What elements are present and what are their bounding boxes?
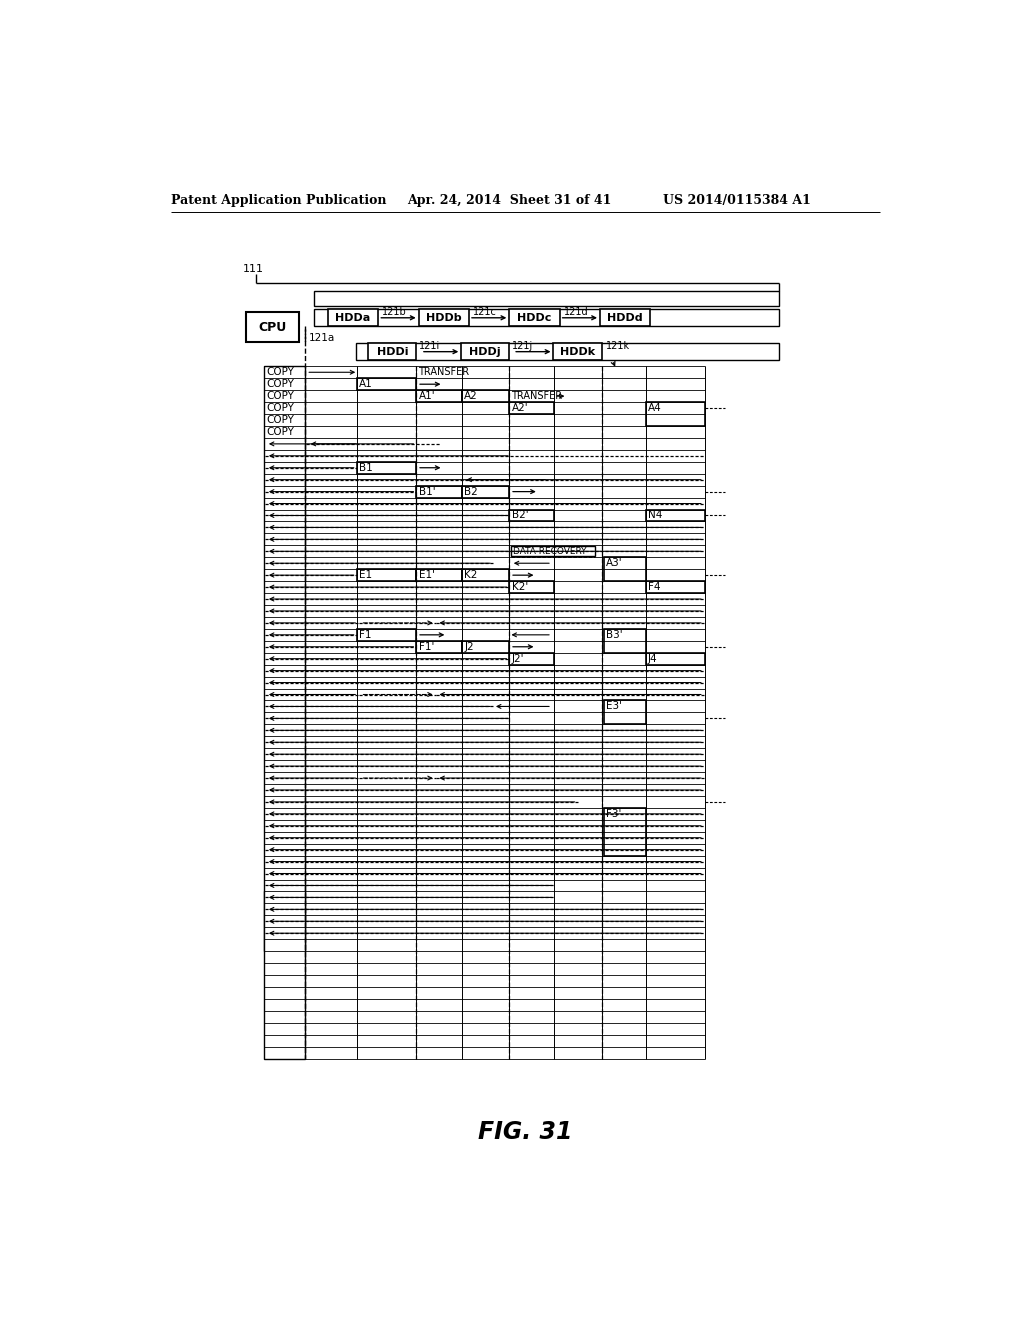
Bar — [462, 569, 509, 581]
Text: B2': B2' — [512, 511, 528, 520]
Bar — [417, 391, 462, 403]
Bar — [462, 391, 509, 403]
Text: N4: N4 — [648, 511, 663, 520]
Bar — [419, 309, 469, 326]
Bar — [509, 403, 554, 414]
Bar — [356, 343, 779, 360]
Text: E1: E1 — [359, 570, 372, 581]
Bar — [263, 891, 305, 952]
Text: F4: F4 — [648, 582, 660, 593]
Bar — [314, 290, 779, 306]
Bar — [356, 462, 417, 474]
Text: COPY: COPY — [266, 391, 294, 401]
Bar — [604, 557, 646, 581]
Bar — [604, 701, 646, 725]
Text: K2: K2 — [464, 570, 478, 581]
Bar — [328, 309, 378, 326]
Bar — [246, 313, 299, 342]
Bar — [509, 653, 554, 665]
Bar — [646, 403, 706, 426]
Text: A2: A2 — [464, 391, 478, 401]
Text: A4: A4 — [648, 403, 662, 413]
Bar — [314, 309, 779, 326]
Bar — [509, 581, 554, 593]
Text: E1': E1' — [419, 570, 434, 581]
Bar — [646, 653, 706, 665]
Bar — [646, 581, 706, 593]
Bar — [600, 309, 650, 326]
Text: B2: B2 — [464, 487, 478, 496]
Bar — [417, 640, 462, 653]
Bar — [511, 546, 595, 557]
Bar — [604, 628, 646, 653]
Bar — [356, 628, 417, 640]
Text: 121d: 121d — [563, 306, 588, 317]
Text: COPY: COPY — [266, 367, 294, 378]
Bar — [417, 486, 462, 498]
Text: B3': B3' — [606, 630, 623, 640]
Text: COPY: COPY — [266, 403, 294, 413]
Bar — [462, 640, 509, 653]
Bar — [356, 379, 417, 391]
Text: TRANSFER: TRANSFER — [418, 367, 469, 378]
Bar — [509, 510, 554, 521]
Text: B1': B1' — [419, 487, 435, 496]
Text: 121c: 121c — [473, 306, 497, 317]
Text: HDDi: HDDi — [377, 347, 408, 356]
Bar — [356, 569, 417, 581]
Text: F1': F1' — [419, 642, 434, 652]
Bar — [462, 486, 509, 498]
Text: 121i: 121i — [420, 341, 440, 351]
Text: TRANSFER: TRANSFER — [511, 391, 562, 401]
Text: HDDd: HDDd — [607, 313, 643, 323]
Bar — [646, 510, 706, 521]
Text: E3': E3' — [606, 701, 623, 711]
Bar — [604, 808, 646, 855]
Text: F3': F3' — [606, 809, 622, 818]
Text: A2': A2' — [512, 403, 528, 413]
Text: A1': A1' — [419, 391, 435, 401]
Text: COPY: COPY — [266, 379, 294, 389]
Text: 111: 111 — [243, 264, 264, 273]
Text: F1: F1 — [359, 630, 372, 640]
Text: 121b: 121b — [382, 306, 407, 317]
Bar — [417, 569, 462, 581]
Text: COPY: COPY — [266, 414, 294, 425]
Text: HDDc: HDDc — [517, 313, 551, 323]
Text: HDDj: HDDj — [469, 347, 501, 356]
Text: HDDk: HDDk — [560, 347, 595, 356]
Text: Apr. 24, 2014  Sheet 31 of 41: Apr. 24, 2014 Sheet 31 of 41 — [407, 194, 611, 207]
Text: A3': A3' — [606, 558, 623, 568]
Text: Patent Application Publication: Patent Application Publication — [171, 194, 386, 207]
Bar — [461, 343, 509, 360]
Bar — [554, 343, 601, 360]
Text: K2': K2' — [512, 582, 528, 593]
Text: J4: J4 — [648, 653, 657, 664]
Bar — [369, 343, 417, 360]
Text: US 2014/0115384 A1: US 2014/0115384 A1 — [663, 194, 811, 207]
Text: 121k: 121k — [606, 341, 631, 351]
Text: COPY: COPY — [266, 426, 294, 437]
Text: A1: A1 — [359, 379, 373, 389]
Text: B1: B1 — [359, 463, 373, 473]
Text: J2: J2 — [464, 642, 474, 652]
Text: 121a: 121a — [308, 333, 335, 343]
Text: 121j: 121j — [512, 341, 532, 351]
Text: FIG. 31: FIG. 31 — [477, 1121, 572, 1144]
Text: J2': J2' — [512, 653, 524, 664]
Text: CPU: CPU — [258, 321, 287, 334]
Text: HDDb: HDDb — [426, 313, 461, 323]
Bar — [263, 367, 305, 1059]
Bar — [509, 309, 560, 326]
Text: DATA RECOVERY: DATA RECOVERY — [513, 546, 587, 556]
Text: HDDa: HDDa — [335, 313, 371, 323]
